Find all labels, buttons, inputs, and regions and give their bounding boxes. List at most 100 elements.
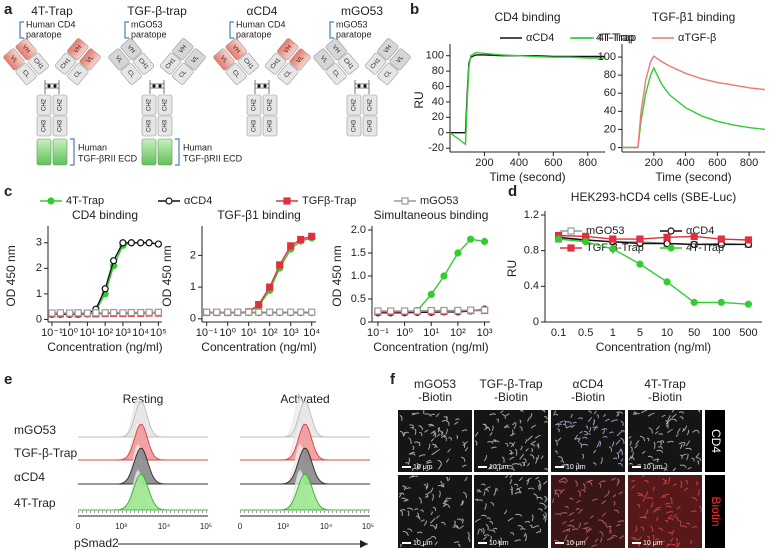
marker: [127, 308, 135, 317]
series-line: [558, 236, 749, 246]
x-tick-label: 600: [708, 157, 726, 169]
x-tick-label: 1: [610, 327, 616, 339]
marker: [224, 308, 232, 316]
paratope-bracket: [124, 21, 129, 39]
chart-title: CD4 binding: [72, 208, 138, 222]
domain-label: CH3: [268, 119, 274, 132]
x-tick-label: 10⁰: [219, 327, 236, 339]
domain-label: CL: [384, 69, 394, 79]
chart-title: Simultaneous binding: [374, 208, 489, 222]
antibody-name: mGO53: [341, 4, 383, 18]
disulfide: [53, 84, 57, 88]
domain: [172, 38, 194, 60]
series-line: [449, 51, 605, 146]
domain-label: CH2: [42, 98, 48, 111]
cell-membrane: [398, 475, 471, 548]
x-tick-label: 10³: [283, 327, 299, 339]
domain-label: CH2: [368, 98, 374, 111]
marker: [744, 300, 753, 308]
domain: [377, 38, 399, 60]
paratope-label: paratope: [336, 29, 372, 39]
domain-label: VL: [191, 55, 201, 65]
domain-label: CH3: [352, 119, 358, 132]
cell-membrane: [552, 410, 625, 469]
micrograph: [551, 410, 625, 472]
legend-label: αTGF-β: [678, 32, 716, 44]
marker: [663, 233, 671, 241]
trap-domain: [157, 138, 173, 166]
x-tick-label: 10: [661, 327, 673, 339]
domain: [3, 48, 25, 71]
y-tick-label: 0: [533, 316, 539, 328]
marker: [287, 308, 295, 316]
paratope-label: paratope: [236, 29, 272, 39]
channel-box: [705, 410, 725, 472]
series-line: [558, 234, 749, 241]
marker: [582, 238, 590, 246]
histogram: [78, 447, 208, 485]
micrograph: [474, 475, 548, 548]
micrograph: [474, 410, 548, 472]
x-tick-label: 10²: [262, 327, 278, 339]
marker: [101, 309, 109, 317]
antibody-name: αCD4: [247, 4, 278, 18]
column-label: -Biotin: [418, 390, 452, 404]
marker: [374, 307, 382, 315]
disulfide: [47, 84, 51, 88]
paratope-bracket: [229, 21, 234, 39]
histogram: [240, 423, 370, 461]
chart-title: TGF-β1 binding: [652, 10, 736, 24]
panel-label: f: [390, 371, 396, 388]
marker: [255, 300, 263, 309]
domain: [120, 38, 142, 60]
y-tick-label: 2.0: [351, 224, 366, 236]
x-tick-label: 10¹: [79, 327, 95, 339]
y-tick-label: 1.0: [351, 270, 366, 282]
disulfide: [257, 84, 261, 88]
domain: [108, 48, 130, 71]
marker: [297, 235, 305, 244]
marker: [145, 308, 153, 316]
marker: [717, 235, 725, 243]
micrograph: [628, 475, 702, 548]
y-tick-label: 1.5: [351, 247, 366, 259]
y-tick-label: -20: [428, 142, 444, 154]
y-tick-label: 0.4: [524, 280, 539, 292]
domain-label: CH2: [163, 98, 169, 111]
domain-label: CH3: [147, 119, 153, 132]
marker: [154, 240, 162, 248]
paratope-label: Human CD4: [26, 19, 76, 29]
domain: [54, 52, 77, 75]
stain-overlay: [628, 475, 702, 548]
domain-label: CH2: [252, 98, 258, 111]
panel-label: e: [4, 371, 12, 388]
scale-bar-label: 10 μm: [643, 464, 663, 471]
marker: [427, 290, 435, 298]
scale-bar-label: 10 μm: [413, 540, 433, 547]
legend-label: 4T-Trap: [596, 32, 634, 44]
domain: [157, 94, 173, 116]
domain: [377, 63, 399, 85]
domain: [346, 94, 362, 116]
row-label: TGF-β-Trap: [14, 446, 77, 460]
marker: [636, 235, 644, 243]
channel-label: Biotin: [709, 496, 723, 526]
panel-label: a: [4, 1, 13, 18]
antibody-name: TGF-β-trap: [127, 4, 187, 18]
x-axis-label: Concentration (ng/ml): [373, 340, 488, 354]
domain: [159, 52, 182, 75]
axis-tick-label: 10³: [277, 522, 289, 531]
x-tick-label: 10⁻¹: [367, 327, 389, 339]
histogram: [78, 401, 208, 438]
row-label: mGO53: [14, 423, 56, 437]
x-tick-label: 10²: [97, 327, 113, 339]
y-axis-label: RU: [505, 260, 519, 277]
column-label: αCD4: [573, 377, 604, 391]
marker: [110, 257, 118, 265]
cell-membrane: [551, 477, 625, 548]
cell-membrane: [399, 410, 468, 472]
domain: [36, 115, 52, 137]
